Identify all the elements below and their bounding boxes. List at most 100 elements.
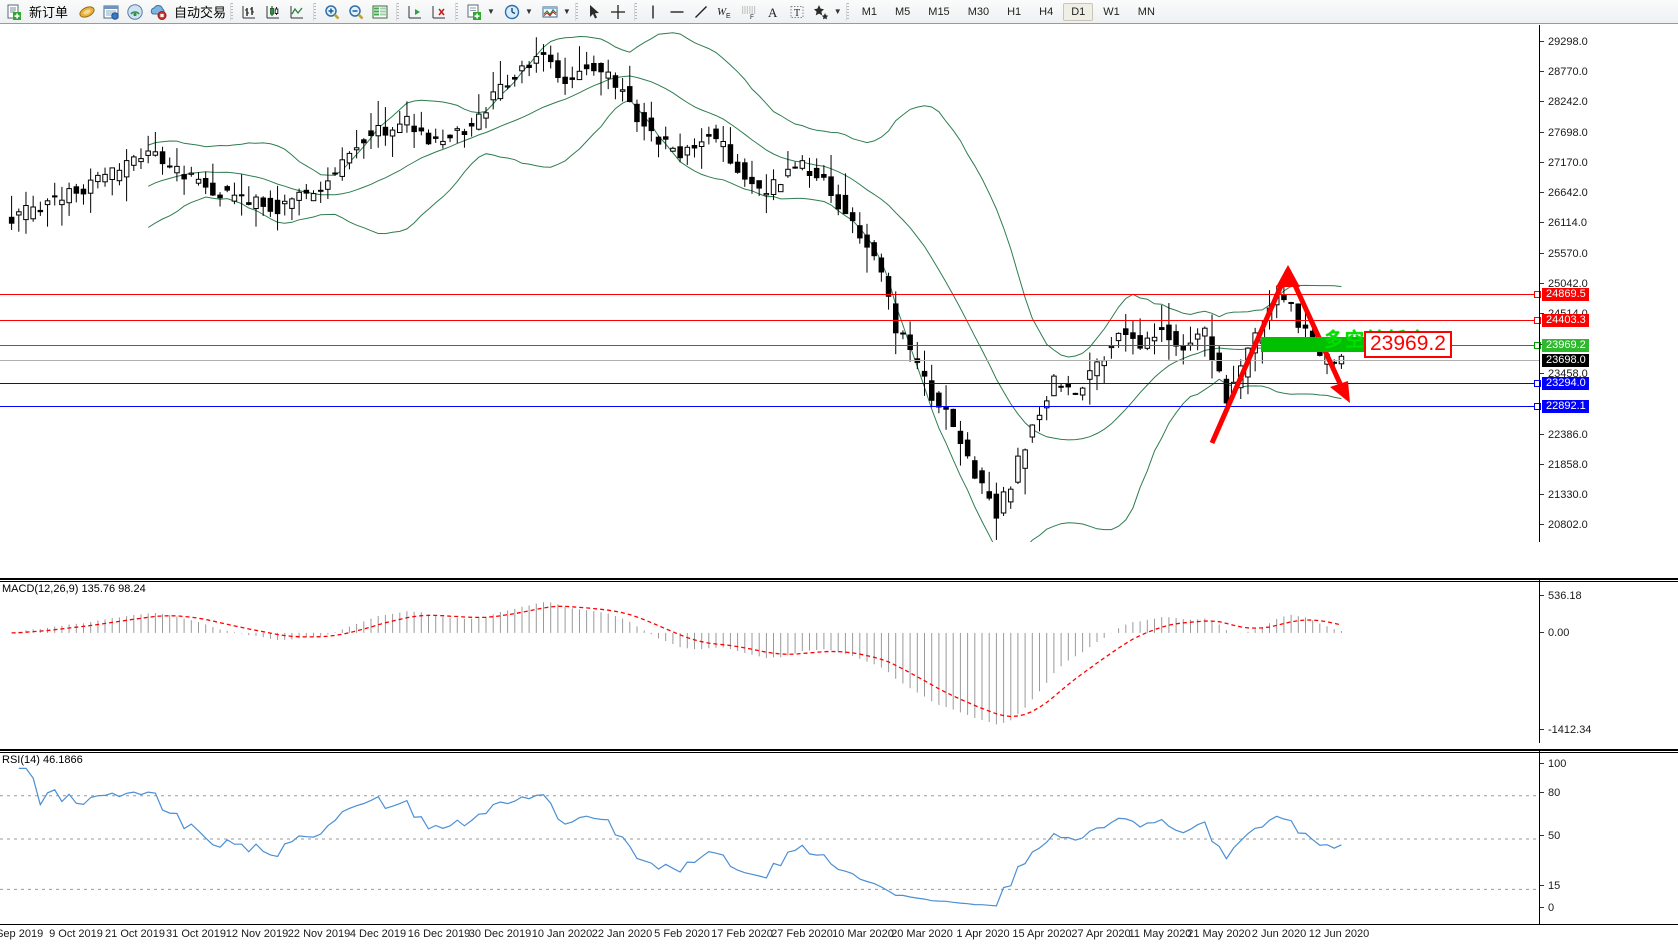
expert-advisors-icon[interactable]	[76, 1, 98, 23]
candle-body	[318, 189, 324, 192]
new-order-icon[interactable]	[3, 1, 25, 23]
fibonacci-icon[interactable]: F	[738, 1, 760, 23]
level-line-handle[interactable]	[1534, 317, 1541, 324]
candle-body	[167, 165, 173, 168]
candle-body	[95, 174, 101, 183]
candle-body	[792, 166, 798, 169]
timeframe-h1[interactable]: H1	[1007, 5, 1022, 18]
candle-body	[238, 194, 245, 197]
data-window-icon[interactable]	[100, 1, 122, 23]
level-line-handle[interactable]	[1534, 342, 1541, 349]
candlestick-chart-icon[interactable]	[262, 1, 284, 23]
trend-arrow-annotation[interactable]	[0, 25, 1540, 542]
shapes-dropdown-caret[interactable]: ▼	[833, 7, 842, 16]
level-line[interactable]	[0, 360, 1540, 361]
timeframe-m5[interactable]: M5	[895, 5, 911, 18]
candle-body	[195, 178, 202, 184]
candle-body	[533, 56, 540, 64]
candle-body	[749, 176, 755, 185]
period-separator-icon[interactable]	[501, 1, 523, 23]
level-line[interactable]	[0, 380, 1541, 387]
price-level-tag[interactable]: 23969.2	[1542, 338, 1589, 352]
level-line-handle[interactable]	[1534, 291, 1541, 298]
timeframe-d1[interactable]: D1	[1063, 2, 1094, 21]
price-level-tag[interactable]: 24403.3	[1542, 314, 1589, 328]
candle-body	[1295, 303, 1301, 328]
candle-body	[871, 242, 877, 257]
level-line[interactable]	[0, 342, 1541, 349]
candle-body	[627, 86, 633, 102]
bar-chart-icon[interactable]	[238, 1, 260, 23]
price-level-tag[interactable]: 24869.5	[1542, 287, 1589, 301]
rsi-pane[interactable]: RSI(14) 46.1866 100 80 50 15 0	[0, 749, 1678, 924]
templates-icon[interactable]	[463, 1, 485, 23]
candle-body	[684, 146, 691, 156]
shapes-icon[interactable]	[810, 1, 832, 23]
zoom-out-icon[interactable]	[345, 1, 367, 23]
elliott-wave-icon[interactable]: W E	[714, 1, 736, 23]
toolbar-separator	[633, 2, 637, 21]
indicators-dropdown-caret[interactable]: ▼	[562, 7, 571, 16]
timeframe-m1[interactable]: M1	[861, 5, 877, 18]
crosshair-icon[interactable]	[607, 1, 629, 23]
period-dropdown-caret[interactable]: ▼	[524, 7, 533, 16]
candle-body	[1302, 324, 1309, 329]
candle-body	[1209, 336, 1215, 361]
date-tick-label: 22 Jan 2020	[591, 928, 653, 940]
new-order-label[interactable]: 新订单	[29, 5, 69, 20]
line-chart-icon[interactable]	[286, 1, 308, 23]
arrow-down-head	[1330, 381, 1350, 403]
price-level-tag[interactable]: 23698.0	[1542, 354, 1589, 368]
auto-scroll-icon[interactable]	[428, 1, 450, 23]
rsi-scale[interactable]: 100 80 50 15 0	[1540, 750, 1678, 924]
level-line[interactable]	[0, 317, 1541, 324]
price-scale[interactable]: 29298.0 28770.0 28242.0 27698.0 27170.0 26642…	[1540, 25, 1678, 542]
trendline-icon[interactable]	[690, 1, 712, 23]
text-icon[interactable]: A	[762, 1, 784, 23]
level-line[interactable]	[0, 403, 1541, 410]
candle-body	[821, 174, 827, 178]
price-callout-box[interactable]: 23969.2	[1364, 330, 1452, 358]
candle-body	[1115, 332, 1122, 342]
timeframe-w1[interactable]: W1	[1103, 5, 1120, 18]
level-line-handle[interactable]	[1534, 380, 1541, 387]
candle-body	[433, 136, 439, 139]
candle-body	[1331, 361, 1337, 364]
candle-body	[1094, 361, 1100, 377]
macd-pane[interactable]: MACD(12,26,9) 135.76 98.24 536.18 0.00 -14…	[0, 578, 1678, 743]
price-level-tag[interactable]: 23294.0	[1542, 377, 1589, 391]
shift-chart-icon[interactable]	[404, 1, 426, 23]
level-line-handle[interactable]	[1534, 403, 1541, 410]
horizontal-line-icon[interactable]	[666, 1, 688, 23]
macd-scale[interactable]: 536.18 0.00 -1412.34	[1540, 579, 1678, 743]
candle-body	[1180, 345, 1186, 351]
price-tick: 21858.0	[1540, 459, 1588, 470]
price-level-tag[interactable]: 22892.1	[1542, 400, 1589, 414]
level-line[interactable]	[0, 291, 1541, 298]
text-label-icon[interactable]: T	[786, 1, 808, 23]
auto-trading-icon[interactable]	[148, 1, 170, 23]
price-tick: 27170.0	[1540, 158, 1588, 169]
arrow-up-head	[1276, 265, 1300, 287]
candle-body	[677, 146, 683, 159]
indicators-icon[interactable]	[539, 1, 561, 23]
timeframe-m30[interactable]: M30	[967, 5, 990, 18]
timeframe-h4[interactable]: H4	[1039, 5, 1054, 18]
signals-icon[interactable]	[124, 1, 146, 23]
data-window-grid-icon[interactable]	[369, 1, 391, 23]
timeframe-group: M1 M5 M15 M30 H1 H4 D1 W1 MN	[853, 2, 1164, 21]
auto-trading-label[interactable]: 自动交易	[174, 5, 227, 20]
timeframe-mn[interactable]: MN	[1137, 5, 1155, 18]
candle-body	[648, 117, 655, 132]
cursor-icon[interactable]	[583, 1, 605, 23]
timeframe-m15[interactable]: M15	[928, 5, 950, 18]
templates-dropdown-caret[interactable]: ▼	[487, 7, 495, 16]
zoom-in-icon[interactable]	[321, 1, 343, 23]
price-tick: 28242.0	[1540, 97, 1588, 108]
price-tick: 26114.0	[1540, 218, 1587, 229]
price-tick: 28770.0	[1540, 67, 1588, 78]
date-tick-label: 12 Nov 2019	[225, 928, 289, 940]
price-chart-pane[interactable]: 多空转折点 23969.2 29298.028770.028242.027698…	[0, 25, 1678, 542]
vertical-line-icon[interactable]	[642, 1, 664, 23]
